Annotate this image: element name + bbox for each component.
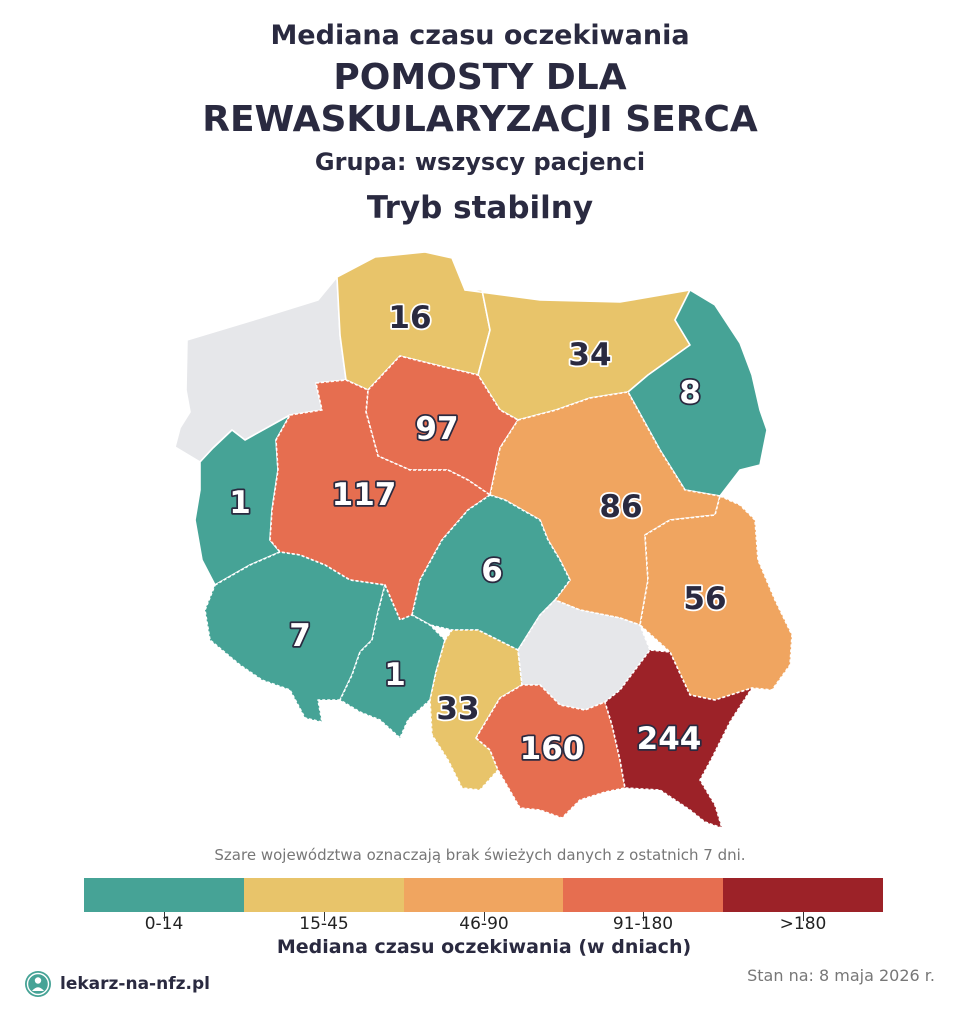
color-legend (84, 878, 883, 912)
value-pomorskie: 16 (388, 300, 431, 336)
no-data-note: Szare województwa oznaczają brak świeżyc… (214, 846, 746, 864)
value-opolskie: 1 (384, 657, 406, 693)
legend-tick (484, 912, 485, 921)
value-mazowieckie: 86 (599, 489, 642, 525)
region-swietokrzyskie[interactable] (517, 599, 651, 711)
legend-label-91-180: 91-180 (612, 914, 674, 934)
legend-tick (164, 912, 165, 921)
legend-title: Mediana czasu oczekiwania (w dniach) (276, 936, 692, 958)
value-lubuskie: 1 (229, 485, 251, 521)
region-wielkopolskie[interactable] (269, 379, 491, 621)
value-lodzkie: 6 (481, 553, 503, 589)
poland-map: 16 34 8 97 1 117 86 6 56 7 1 33 160 244 (174, 251, 793, 829)
value-wielkopolskie: 117 (332, 477, 397, 513)
brand[interactable]: lekarz-na-nfz.pl (24, 970, 210, 998)
legend-tick (643, 912, 644, 921)
legend-label-0-14: 0-14 (144, 914, 184, 934)
doctor-logo-icon (25, 971, 51, 997)
data-date: Stan na: 8 maja 2026 r. (747, 966, 935, 985)
legend-swatch-46-90 (403, 878, 564, 912)
mode-subtitle: Tryb stabilny (366, 190, 594, 226)
value-kujawsko-pomorskie: 97 (415, 411, 458, 447)
region-malopolskie[interactable] (475, 684, 626, 819)
legend-swatch-91-180 (563, 878, 724, 912)
region-opolskie[interactable] (339, 584, 446, 739)
region-slaskie[interactable] (429, 629, 523, 791)
title-line-2: POMOSTY DLA (333, 57, 627, 98)
group-subtitle: Grupa: wszyscy pacjenci (314, 148, 646, 176)
legend-ticks (84, 912, 883, 922)
legend-swatch-gt180 (723, 878, 883, 912)
legend-label-46-90: 46-90 (459, 914, 509, 934)
legend-swatch-0-14 (84, 878, 244, 912)
legend-label-gt180: >180 (779, 914, 827, 934)
title-line-1: Mediana czasu oczekiwania (270, 20, 690, 51)
title-line-3: REWASKULARYZACJI SERCA (202, 99, 758, 140)
value-lubelskie: 56 (683, 581, 726, 617)
legend-label-15-45: 15-45 (299, 914, 349, 934)
region-podkarpackie[interactable] (604, 649, 753, 829)
value-podkarpackie: 244 (637, 721, 702, 757)
value-slaskie: 33 (436, 691, 479, 727)
value-warminsko-mazurskie: 34 (568, 337, 611, 373)
legend-tick (803, 912, 804, 921)
brand-name: lekarz-na-nfz.pl (60, 974, 210, 994)
legend-tick (324, 912, 325, 921)
value-dolnoslaskie: 7 (289, 618, 311, 654)
value-malopolskie: 160 (520, 731, 585, 767)
value-podlaskie: 8 (679, 375, 701, 411)
region-podlaskie[interactable] (627, 289, 768, 497)
legend-swatch-15-45 (243, 878, 404, 912)
